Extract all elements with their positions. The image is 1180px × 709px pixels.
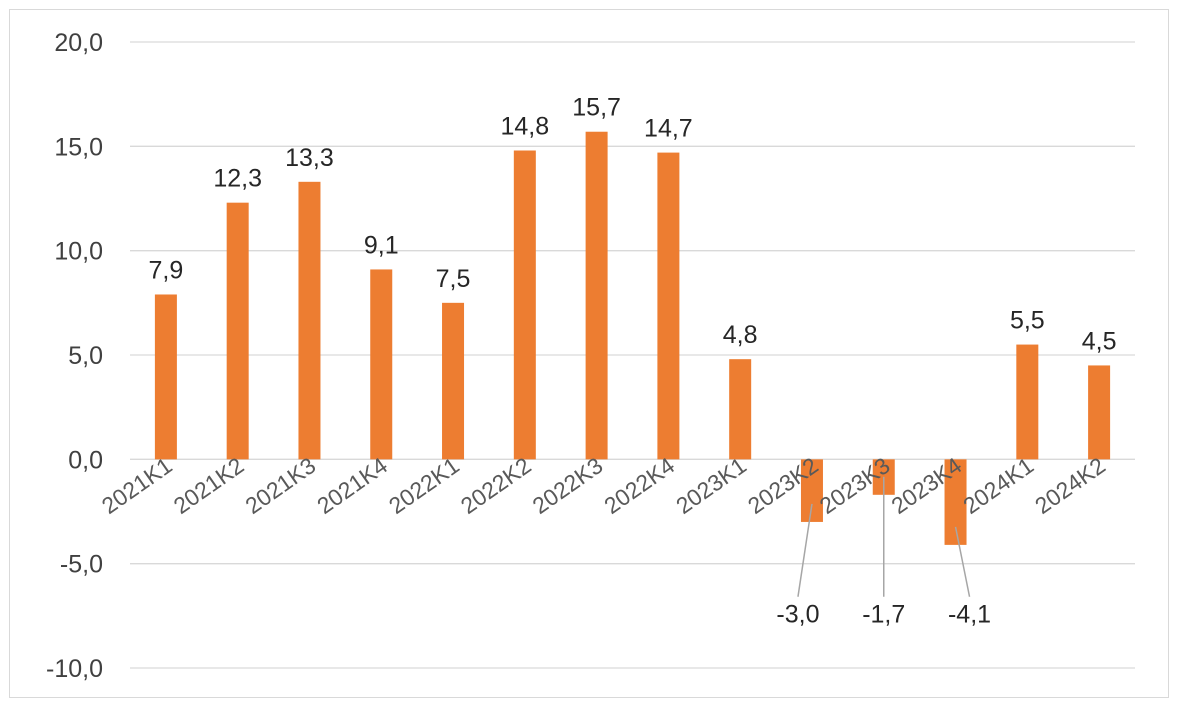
x-tick-label: 2021K2 [169, 452, 249, 519]
bar [513, 150, 536, 460]
data-label: 5,5 [1010, 307, 1045, 335]
x-tick-label: 2022K4 [599, 452, 679, 519]
x-tick-label: 2024K2 [1030, 452, 1110, 519]
x-tick-label: 2021K4 [312, 452, 392, 519]
bar [370, 269, 393, 460]
bar [729, 359, 752, 460]
data-label: 4,8 [723, 321, 758, 349]
bar [657, 152, 680, 460]
data-label: 7,9 [149, 256, 184, 284]
data-label: 15,7 [572, 94, 621, 122]
x-tick-label: 2021K1 [97, 452, 177, 519]
y-tick-label: 20,0 [54, 29, 103, 57]
bar [800, 459, 823, 522]
bar [226, 202, 249, 460]
x-tick-label: 2022K1 [384, 452, 464, 519]
y-tick-label: 0,0 [68, 446, 103, 474]
data-label: -4,1 [948, 601, 991, 629]
data-label: -1,7 [862, 601, 905, 629]
data-label: 14,8 [500, 113, 549, 141]
data-label: 14,7 [644, 115, 693, 143]
y-tick-label: 5,0 [68, 342, 103, 370]
x-tick-label: 2021K3 [240, 452, 320, 519]
leader-line [797, 503, 813, 597]
data-label: 12,3 [213, 165, 262, 193]
bar [944, 459, 967, 545]
data-label: -3,0 [776, 601, 819, 629]
bar [585, 131, 608, 460]
leader-line [954, 526, 971, 597]
y-tick-label: 10,0 [54, 238, 103, 266]
x-tick-label: 2024K1 [958, 452, 1038, 519]
data-label: 9,1 [364, 231, 399, 259]
bar [1016, 344, 1039, 460]
x-tick-label: 2022K2 [456, 452, 536, 519]
bar [1088, 365, 1111, 460]
x-tick-label: 2022K3 [528, 452, 608, 519]
bar [298, 181, 321, 460]
data-label: 7,5 [436, 265, 471, 293]
x-tick-label: 2023K1 [671, 452, 751, 519]
y-tick-label: -5,0 [60, 551, 103, 579]
bar [154, 294, 177, 460]
y-tick-label: -10,0 [46, 655, 103, 683]
data-label: 4,5 [1082, 327, 1117, 355]
data-label: 13,3 [285, 144, 334, 172]
bar [442, 302, 465, 460]
y-tick-label: 15,0 [54, 133, 103, 161]
